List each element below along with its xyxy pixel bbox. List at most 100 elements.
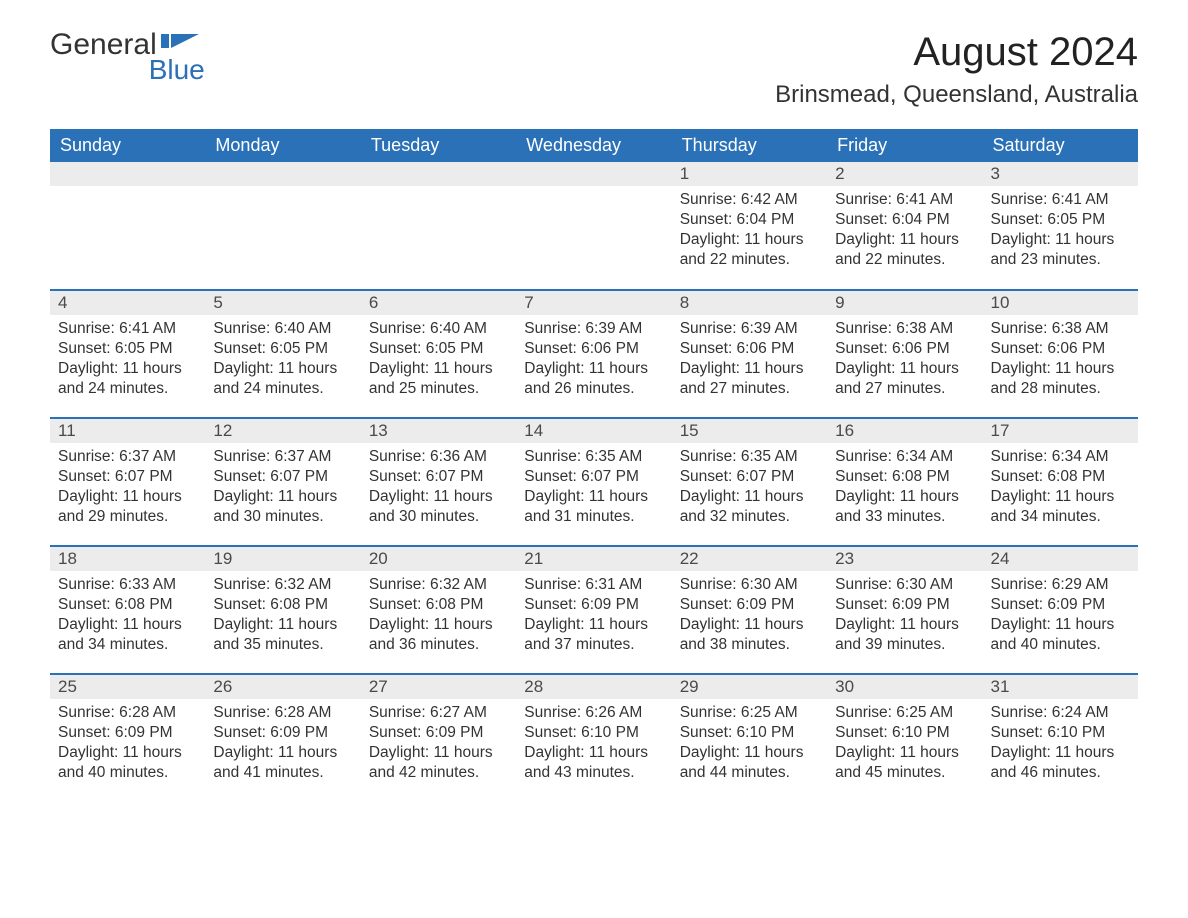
day-detail: Sunrise: 6:27 AMSunset: 6:09 PMDaylight:… [361,699,516,792]
calendar-day-cell: 27Sunrise: 6:27 AMSunset: 6:09 PMDayligh… [361,674,516,802]
day-number: 15 [672,419,827,443]
sunrise-line: Sunrise: 6:27 AM [369,703,508,723]
sunrise-line: Sunrise: 6:41 AM [991,190,1130,210]
day-header: Saturday [983,129,1138,162]
day-detail [50,186,205,198]
day-detail: Sunrise: 6:34 AMSunset: 6:08 PMDaylight:… [983,443,1138,536]
calendar-week-row: 4Sunrise: 6:41 AMSunset: 6:05 PMDaylight… [50,290,1138,418]
daylight-line: Daylight: 11 hours and 46 minutes. [991,743,1130,783]
calendar-day-cell: 30Sunrise: 6:25 AMSunset: 6:10 PMDayligh… [827,674,982,802]
sunrise-line: Sunrise: 6:32 AM [369,575,508,595]
sunset-line: Sunset: 6:06 PM [991,339,1130,359]
sunset-line: Sunset: 6:05 PM [58,339,197,359]
sunset-line: Sunset: 6:08 PM [835,467,974,487]
sunset-line: Sunset: 6:10 PM [991,723,1130,743]
sunset-line: Sunset: 6:07 PM [213,467,352,487]
day-detail: Sunrise: 6:37 AMSunset: 6:07 PMDaylight:… [50,443,205,536]
day-detail: Sunrise: 6:24 AMSunset: 6:10 PMDaylight:… [983,699,1138,792]
calendar-day-cell: 31Sunrise: 6:24 AMSunset: 6:10 PMDayligh… [983,674,1138,802]
logo-word-blue: Blue [50,56,205,84]
day-number: 8 [672,291,827,315]
calendar-week-row: 18Sunrise: 6:33 AMSunset: 6:08 PMDayligh… [50,546,1138,674]
daylight-line: Daylight: 11 hours and 41 minutes. [213,743,352,783]
sunrise-line: Sunrise: 6:38 AM [835,319,974,339]
day-number: 4 [50,291,205,315]
calendar-day-cell [50,162,205,290]
day-number: 13 [361,419,516,443]
daylight-line: Daylight: 11 hours and 38 minutes. [680,615,819,655]
sunrise-line: Sunrise: 6:25 AM [680,703,819,723]
day-header: Wednesday [516,129,671,162]
daylight-line: Daylight: 11 hours and 45 minutes. [835,743,974,783]
sunrise-line: Sunrise: 6:29 AM [991,575,1130,595]
day-detail: Sunrise: 6:31 AMSunset: 6:09 PMDaylight:… [516,571,671,664]
day-detail: Sunrise: 6:35 AMSunset: 6:07 PMDaylight:… [672,443,827,536]
calendar-day-cell: 5Sunrise: 6:40 AMSunset: 6:05 PMDaylight… [205,290,360,418]
day-number: 12 [205,419,360,443]
calendar-day-cell: 10Sunrise: 6:38 AMSunset: 6:06 PMDayligh… [983,290,1138,418]
day-detail: Sunrise: 6:35 AMSunset: 6:07 PMDaylight:… [516,443,671,536]
day-number: 1 [672,162,827,186]
calendar-day-cell: 4Sunrise: 6:41 AMSunset: 6:05 PMDaylight… [50,290,205,418]
sunset-line: Sunset: 6:05 PM [991,210,1130,230]
sunset-line: Sunset: 6:06 PM [680,339,819,359]
sunrise-line: Sunrise: 6:38 AM [991,319,1130,339]
daylight-line: Daylight: 11 hours and 34 minutes. [58,615,197,655]
day-number: 21 [516,547,671,571]
sunset-line: Sunset: 6:08 PM [58,595,197,615]
sunset-line: Sunset: 6:07 PM [680,467,819,487]
calendar-day-cell: 8Sunrise: 6:39 AMSunset: 6:06 PMDaylight… [672,290,827,418]
daylight-line: Daylight: 11 hours and 22 minutes. [835,230,974,270]
day-detail: Sunrise: 6:32 AMSunset: 6:08 PMDaylight:… [205,571,360,664]
calendar-day-cell: 18Sunrise: 6:33 AMSunset: 6:08 PMDayligh… [50,546,205,674]
daylight-line: Daylight: 11 hours and 39 minutes. [835,615,974,655]
sunrise-line: Sunrise: 6:28 AM [58,703,197,723]
daylight-line: Daylight: 11 hours and 31 minutes. [524,487,663,527]
day-number: 26 [205,675,360,699]
day-detail: Sunrise: 6:38 AMSunset: 6:06 PMDaylight:… [983,315,1138,408]
daylight-line: Daylight: 11 hours and 22 minutes. [680,230,819,270]
day-detail: Sunrise: 6:25 AMSunset: 6:10 PMDaylight:… [672,699,827,792]
sunset-line: Sunset: 6:09 PM [58,723,197,743]
calendar-day-cell: 7Sunrise: 6:39 AMSunset: 6:06 PMDaylight… [516,290,671,418]
sunset-line: Sunset: 6:07 PM [524,467,663,487]
daylight-line: Daylight: 11 hours and 29 minutes. [58,487,197,527]
sunrise-line: Sunrise: 6:30 AM [680,575,819,595]
calendar-day-cell: 19Sunrise: 6:32 AMSunset: 6:08 PMDayligh… [205,546,360,674]
day-detail: Sunrise: 6:41 AMSunset: 6:05 PMDaylight:… [50,315,205,408]
day-number: 2 [827,162,982,186]
day-detail: Sunrise: 6:34 AMSunset: 6:08 PMDaylight:… [827,443,982,536]
sunset-line: Sunset: 6:05 PM [213,339,352,359]
day-header: Tuesday [361,129,516,162]
calendar-day-cell [205,162,360,290]
calendar-day-cell: 1Sunrise: 6:42 AMSunset: 6:04 PMDaylight… [672,162,827,290]
calendar-day-cell: 9Sunrise: 6:38 AMSunset: 6:06 PMDaylight… [827,290,982,418]
day-number: 6 [361,291,516,315]
day-detail: Sunrise: 6:41 AMSunset: 6:05 PMDaylight:… [983,186,1138,279]
calendar-day-cell: 3Sunrise: 6:41 AMSunset: 6:05 PMDaylight… [983,162,1138,290]
day-header: Friday [827,129,982,162]
day-number: 29 [672,675,827,699]
location: Brinsmead, Queensland, Australia [775,81,1138,109]
daylight-line: Daylight: 11 hours and 33 minutes. [835,487,974,527]
day-detail: Sunrise: 6:42 AMSunset: 6:04 PMDaylight:… [672,186,827,279]
sunrise-line: Sunrise: 6:41 AM [58,319,197,339]
calendar-day-cell: 20Sunrise: 6:32 AMSunset: 6:08 PMDayligh… [361,546,516,674]
sunset-line: Sunset: 6:09 PM [835,595,974,615]
calendar-day-cell [361,162,516,290]
day-number [205,162,360,186]
daylight-line: Daylight: 11 hours and 24 minutes. [58,359,197,399]
day-detail: Sunrise: 6:39 AMSunset: 6:06 PMDaylight:… [672,315,827,408]
calendar-week-row: 25Sunrise: 6:28 AMSunset: 6:09 PMDayligh… [50,674,1138,802]
day-number: 24 [983,547,1138,571]
day-header-row: SundayMondayTuesdayWednesdayThursdayFrid… [50,129,1138,162]
day-detail: Sunrise: 6:37 AMSunset: 6:07 PMDaylight:… [205,443,360,536]
sunrise-line: Sunrise: 6:24 AM [991,703,1130,723]
day-number: 20 [361,547,516,571]
day-detail [516,186,671,198]
sunset-line: Sunset: 6:08 PM [991,467,1130,487]
sunrise-line: Sunrise: 6:37 AM [213,447,352,467]
sunrise-line: Sunrise: 6:42 AM [680,190,819,210]
calendar-day-cell: 21Sunrise: 6:31 AMSunset: 6:09 PMDayligh… [516,546,671,674]
day-number: 22 [672,547,827,571]
